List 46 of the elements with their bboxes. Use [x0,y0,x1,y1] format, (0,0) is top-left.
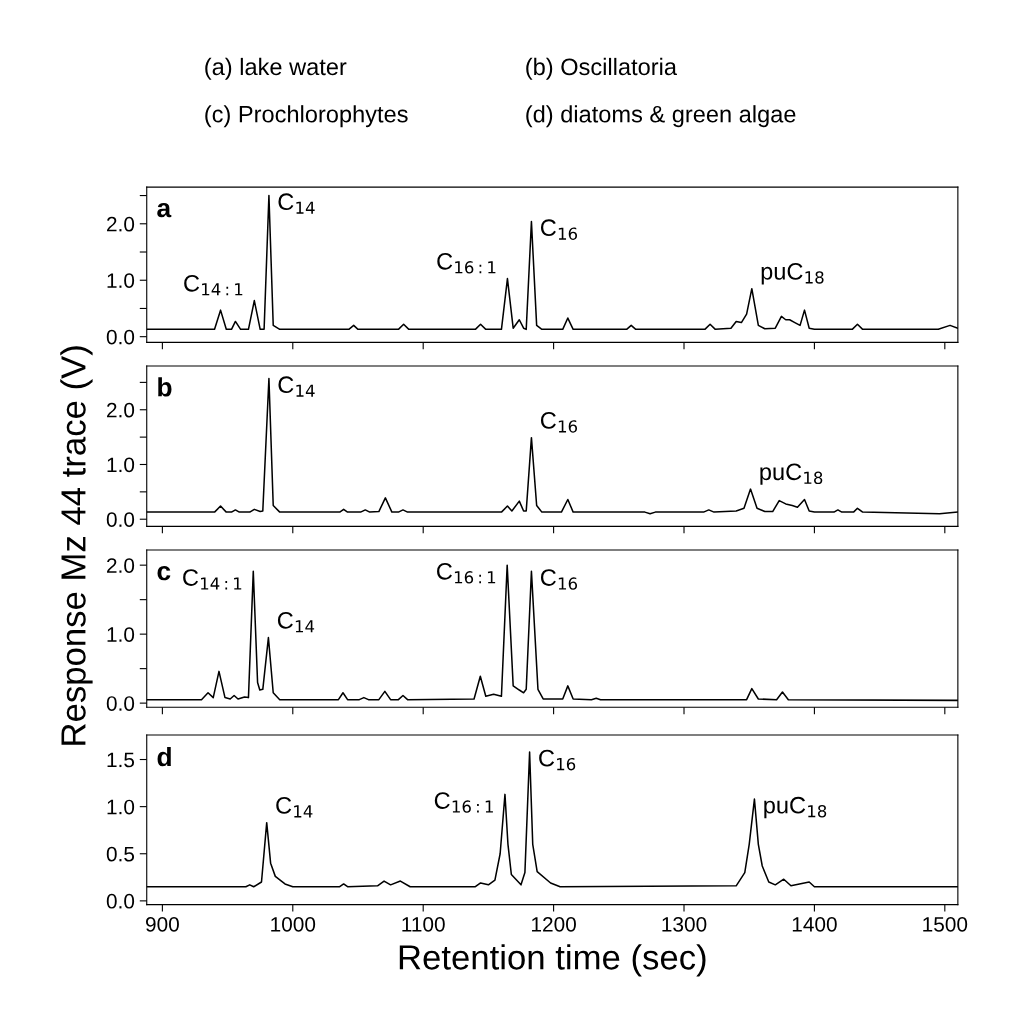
y-tick-label: 2.0 [107,558,135,573]
annotation: C$_{16}$ [540,219,578,240]
y-tick-label: 1.0 [107,457,135,473]
y-tick-label: 1.0 [107,799,135,815]
annotation: C$_{16}$ [539,749,576,771]
chart-title: b [158,377,172,397]
y-axis-title: Response Mz 44 trace (V) [60,346,93,745]
y-tick-label: 0.0 [106,696,135,711]
x-tick-label: 1400 [792,917,837,932]
annotation: C$_{14}$ [277,612,315,633]
annotation: C$_{16:1}$ [434,792,493,813]
text: (d) diatoms & green algae [526,105,796,128]
text: (b) Oscillatoria [526,57,677,80]
y-tick-label: 0.0 [106,512,135,527]
y-tick-label: 0.0 [106,329,135,345]
annotation: C$_{14}$ [276,797,313,818]
annotation: C$_{14:1}$ [183,569,242,590]
y-tick-label: 1.0 [107,273,135,288]
chart-title: c [157,565,171,581]
y-tick-label: 1.5 [107,752,135,768]
y-tick-label: 2.0 [107,216,135,232]
annotation: C$_{16}$ [540,412,578,433]
y-tick-label: 0.5 [106,846,135,862]
chart-title: d [157,746,171,767]
x-tick-label: 1000 [271,917,316,932]
chart-title: a [157,202,172,218]
x-tick-label: 1500 [923,917,968,932]
annotation: puC$_{18}$ [760,463,823,485]
annotation: C$_{16:1}$ [437,252,496,274]
x-tick-label: 900 [145,917,179,932]
annotation: puC$_{18}$ [761,263,824,285]
y-tick-label: 1.0 [107,627,135,642]
annotation: C$_{14}$ [278,376,315,397]
annotation: C$_{14:1}$ [184,274,243,296]
annotation: C$_{16}$ [540,569,578,590]
y-tick-label: 2.0 [107,402,135,418]
annotation: puC$_{18}$ [764,796,827,819]
text: (c) Prochlorophytes [205,105,408,128]
annotation: C$_{16:1}$ [437,562,496,584]
text: (a) lake water [205,57,347,80]
x-tick-label: 1200 [532,917,576,932]
y-tick-label: 0.0 [106,893,135,909]
x-tick-label: 1300 [662,917,707,932]
annotation: C$_{14}$ [278,193,315,214]
x-tick-label: 1100 [402,917,445,932]
x-axis-title: Retention time (sec) [399,944,706,977]
